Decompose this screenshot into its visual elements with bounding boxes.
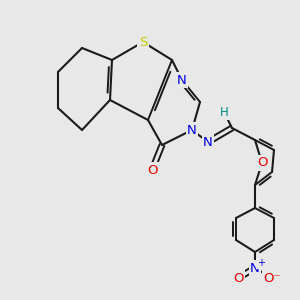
- Text: +: +: [257, 258, 265, 268]
- Text: N: N: [187, 124, 197, 136]
- Text: O: O: [233, 272, 243, 284]
- Text: O⁻: O⁻: [263, 272, 281, 284]
- Text: N: N: [203, 136, 213, 148]
- Text: H: H: [220, 106, 228, 118]
- Text: N: N: [177, 74, 187, 86]
- Text: S: S: [139, 35, 147, 49]
- Text: N: N: [250, 262, 260, 275]
- Text: O: O: [257, 157, 267, 169]
- Text: O: O: [147, 164, 157, 176]
